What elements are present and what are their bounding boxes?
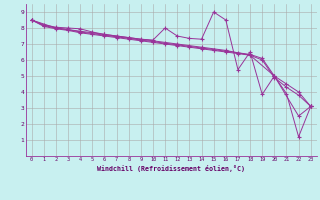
X-axis label: Windchill (Refroidissement éolien,°C): Windchill (Refroidissement éolien,°C) xyxy=(97,165,245,172)
